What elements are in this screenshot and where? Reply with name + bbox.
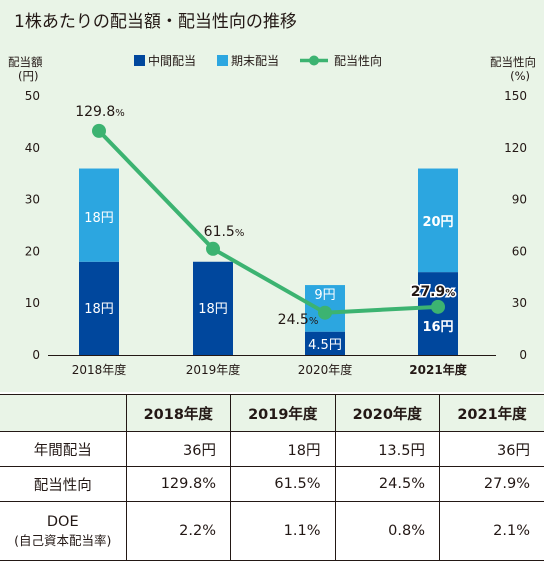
y-right-tick: 60 <box>512 244 527 258</box>
payout-marker <box>318 305 332 320</box>
x-tick-label: 2018年度 <box>72 362 127 377</box>
y-left-tick: 30 <box>25 193 40 207</box>
payout-label: 61.5% <box>204 224 245 240</box>
y-right-label: 配当性向 <box>490 55 536 69</box>
table-cell: 36円 <box>125 431 231 467</box>
y-right-tick: 120 <box>504 141 527 155</box>
table-cell: 2.2% <box>125 501 231 561</box>
payout-marker <box>92 123 106 138</box>
row-label-doe-main: DOE <box>46 513 79 530</box>
bar-label-interim: 18円 <box>84 302 114 317</box>
y-left-label: 配当額 <box>8 55 43 69</box>
legend-label-payout: 配当性向 <box>334 53 382 68</box>
table-row-doe: DOE (自己資本配当率) 2.2% 1.1% 0.8% 2.1% <box>0 501 544 561</box>
table-cell: 2.1% <box>439 501 544 561</box>
payout-marker <box>206 241 220 256</box>
bar-label-interim: 16円 <box>422 320 453 335</box>
legend-marker-payout <box>309 55 319 66</box>
bar-label-interim: 4.5円 <box>308 338 342 353</box>
table-cell: 24.5% <box>334 466 440 502</box>
table-cell: 13.5円 <box>334 431 440 467</box>
payout-label: 24.5% <box>278 312 319 328</box>
y-right-tick: 150 <box>504 89 527 103</box>
y-left-tick: 0 <box>32 348 40 362</box>
table-row-payout-ratio: 配当性向 129.8% 61.5% 24.5% 27.9% <box>0 466 544 502</box>
table-header-corner <box>0 394 127 432</box>
payout-line <box>97 129 439 315</box>
table-header-2021: 2021年度 <box>439 394 544 432</box>
legend-label-interim: 中間配当 <box>148 53 196 68</box>
row-label-annual-dividend: 年間配当 <box>0 431 127 467</box>
bar-label-yearend: 9円 <box>314 288 335 303</box>
table-row-annual-dividend: 年間配当 36円 18円 13.5円 36円 <box>0 431 544 467</box>
y-left-tick: 40 <box>25 141 40 155</box>
payout-label: 129.8% <box>75 104 125 120</box>
table-header-2020: 2020年度 <box>334 394 440 432</box>
table-header-2018: 2018年度 <box>125 394 231 432</box>
bar-yearend <box>418 168 458 273</box>
bar-interim <box>305 331 345 355</box>
bar-interim <box>79 261 119 355</box>
table-header-2019: 2019年度 <box>230 394 336 432</box>
y-left-unit: (円) <box>18 69 38 83</box>
bar-label-yearend: 20円 <box>422 215 453 230</box>
payout-label: 27.9% <box>411 284 456 300</box>
x-tick-label: 2019年度 <box>186 362 241 377</box>
legend-swatch-interim <box>134 55 145 66</box>
payout-marker <box>431 299 445 314</box>
dividend-table: 2018年度 2019年度 2020年度 2021年度 年間配当 36円 18円… <box>0 394 544 561</box>
row-label-doe-sub: (自己資本配当率) <box>14 532 112 548</box>
table-cell: 0.8% <box>334 501 440 561</box>
payout-label-unit: % <box>445 288 455 299</box>
y-right-unit: (%) <box>510 69 530 83</box>
legend-swatch-yearend <box>217 55 228 66</box>
y-left-tick: 10 <box>25 296 40 310</box>
row-label-payout-ratio: 配当性向 <box>0 466 127 502</box>
y-left-tick: 20 <box>25 244 40 258</box>
y-right-tick: 90 <box>512 193 527 207</box>
table-cell: 18円 <box>230 431 336 467</box>
chart-title: 1株あたりの配当額・配当性向の推移 <box>14 12 297 32</box>
table-cell: 129.8% <box>125 466 231 502</box>
y-right-tick: 0 <box>519 348 527 362</box>
payout-label-unit: % <box>309 316 319 327</box>
bar-label-yearend: 18円 <box>84 211 114 226</box>
bar-interim <box>193 261 233 355</box>
row-label-doe: DOE (自己資本配当率) <box>0 501 127 561</box>
bar-label-interim: 18円 <box>198 302 228 317</box>
table-header-row: 2018年度 2019年度 2020年度 2021年度 <box>0 394 544 432</box>
bar-yearend <box>79 168 119 262</box>
legend-label-yearend: 期末配当 <box>231 54 279 68</box>
payout-label-unit: % <box>235 228 245 239</box>
y-left-tick: 50 <box>25 89 40 103</box>
y-right-tick: 30 <box>512 296 527 310</box>
x-tick-label: 2020年度 <box>298 362 353 377</box>
table-cell: 27.9% <box>439 466 544 502</box>
table-cell: 61.5% <box>230 466 336 502</box>
table-cell: 1.1% <box>230 501 336 561</box>
x-tick-label: 2021年度 <box>409 362 467 377</box>
table-cell: 36円 <box>439 431 544 467</box>
payout-label-unit: % <box>115 108 125 119</box>
